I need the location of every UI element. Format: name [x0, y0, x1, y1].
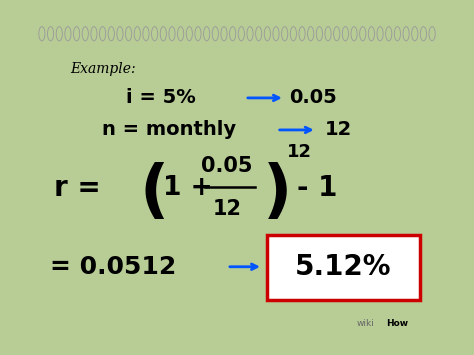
Text: 12: 12 — [325, 120, 352, 140]
Text: 12: 12 — [287, 143, 312, 161]
Text: 12: 12 — [212, 198, 242, 219]
Text: How: How — [386, 319, 409, 328]
Text: r =: r = — [54, 174, 110, 202]
Bar — [267, 235, 420, 300]
Text: 5.12%: 5.12% — [295, 253, 392, 282]
Text: n = monthly: n = monthly — [101, 120, 236, 140]
Text: wiki: wiki — [356, 319, 374, 328]
Text: = 0.0512: = 0.0512 — [50, 255, 176, 279]
Text: 0.05: 0.05 — [201, 156, 253, 176]
Text: (: ( — [139, 162, 169, 224]
Text: - 1: - 1 — [297, 174, 337, 202]
Text: i = 5%: i = 5% — [126, 88, 195, 108]
Text: ): ) — [263, 162, 292, 224]
Text: 0.05: 0.05 — [289, 88, 337, 108]
Text: 1 +: 1 + — [164, 175, 222, 201]
Text: Example:: Example: — [70, 62, 136, 76]
